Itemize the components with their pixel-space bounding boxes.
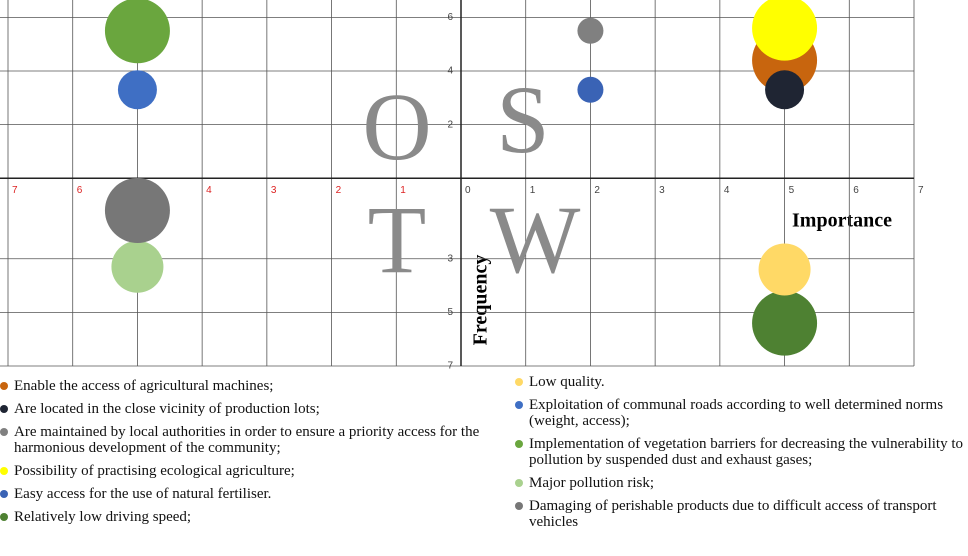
legend-marker xyxy=(0,428,8,436)
legend-text: Exploitation of communal roads according… xyxy=(529,397,944,429)
legend-item: Implementation of vegetation barriers fo… xyxy=(515,436,965,468)
legend-text: Low quality. xyxy=(529,374,605,390)
x-tick-label: 1 xyxy=(400,185,406,196)
bubble xyxy=(752,0,818,61)
x-tick-label: 2 xyxy=(336,185,342,196)
legend-marker xyxy=(0,467,8,475)
chart: Importance Frequency 7 6 5 4 3 2 1 0 1 2 3 4 5 6 7 6 4 2 3… xyxy=(0,0,924,372)
x-tick-label: 1 xyxy=(530,185,536,196)
quadrant-letter: W xyxy=(490,186,581,293)
y-tick-label: 5 xyxy=(447,307,453,318)
legend-marker xyxy=(515,479,523,487)
legend-text: Implementation of vegetation barriers fo… xyxy=(529,436,964,468)
x-tick-label: 7 xyxy=(12,185,18,196)
legend-column: Low quality. Exploitation of communal roa… xyxy=(515,374,965,537)
legend-text: Easy access for the use of natural ferti… xyxy=(14,486,272,502)
legend-item: Enable the access of agricultural machin… xyxy=(0,378,500,394)
legend: Enable the access of agricultural machin… xyxy=(0,372,968,556)
x-tick-label: 6 xyxy=(77,185,83,196)
legend-item: Damaging of perishable products due to d… xyxy=(515,498,965,530)
legend-item: Exploitation of communal roads according… xyxy=(515,397,965,429)
bubble xyxy=(111,240,164,293)
legend-item: Easy access for the use of natural ferti… xyxy=(0,486,500,502)
y-axis-label: Frequency xyxy=(470,255,492,346)
bubble xyxy=(577,17,604,44)
bubble xyxy=(104,177,170,243)
bubble xyxy=(752,290,818,356)
legend-text: Are located in the close vicinity of pro… xyxy=(14,401,320,417)
x-tick-label: 0 xyxy=(465,185,471,196)
legend-marker xyxy=(0,490,8,498)
quadrant-letter: S xyxy=(496,66,549,173)
legend-text: Are maintained by local authorities in o… xyxy=(14,424,480,456)
legend-text: Relatively low driving speed; xyxy=(14,509,192,525)
y-tick-label: 2 xyxy=(447,119,453,130)
x-tick-label: 4 xyxy=(206,185,212,196)
legend-column: Enable the access of agricultural machin… xyxy=(0,378,500,532)
bubble xyxy=(577,76,604,103)
bubble xyxy=(758,243,811,296)
legend-marker xyxy=(0,405,8,413)
quadrant-letter: O xyxy=(362,73,431,180)
y-tick-label: 7 xyxy=(447,361,453,372)
legend-marker xyxy=(515,378,523,386)
legend-item: Major pollution risk; xyxy=(515,475,965,491)
bubble xyxy=(765,70,805,110)
x-tick-label: 3 xyxy=(659,185,665,196)
x-tick-label: 7 xyxy=(918,185,924,196)
legend-item: Low quality. xyxy=(515,374,965,390)
quadrant-letter: T xyxy=(368,186,427,293)
y-tick-label: 4 xyxy=(447,66,453,77)
legend-text: Enable the access of agricultural machin… xyxy=(14,378,274,394)
legend-marker xyxy=(0,513,8,521)
legend-item: Relatively low driving speed; xyxy=(0,509,500,525)
legend-marker xyxy=(0,382,8,390)
legend-item: Are located in the close vicinity of pro… xyxy=(0,401,500,417)
x-tick-label: 5 xyxy=(789,185,795,196)
x-tick-label: 4 xyxy=(724,185,730,196)
legend-item: Are maintained by local authorities in o… xyxy=(0,424,500,456)
x-axis-label: Importance xyxy=(792,210,892,232)
x-tick-label: 2 xyxy=(594,185,600,196)
legend-marker xyxy=(515,401,523,409)
legend-text: Possibility of practising ecological agr… xyxy=(14,463,295,479)
legend-text: Damaging of perishable products due to d… xyxy=(529,498,937,530)
x-tick-label: 6 xyxy=(853,185,859,196)
bubble xyxy=(117,70,157,110)
legend-marker xyxy=(515,440,523,448)
y-tick-label: 6 xyxy=(447,12,453,23)
legend-text: Major pollution risk; xyxy=(529,475,654,491)
x-tick-label: 3 xyxy=(271,185,277,196)
bubble xyxy=(104,0,170,64)
y-tick-label: 3 xyxy=(447,253,453,264)
legend-marker xyxy=(515,502,523,510)
legend-item: Possibility of practising ecological agr… xyxy=(0,463,500,479)
